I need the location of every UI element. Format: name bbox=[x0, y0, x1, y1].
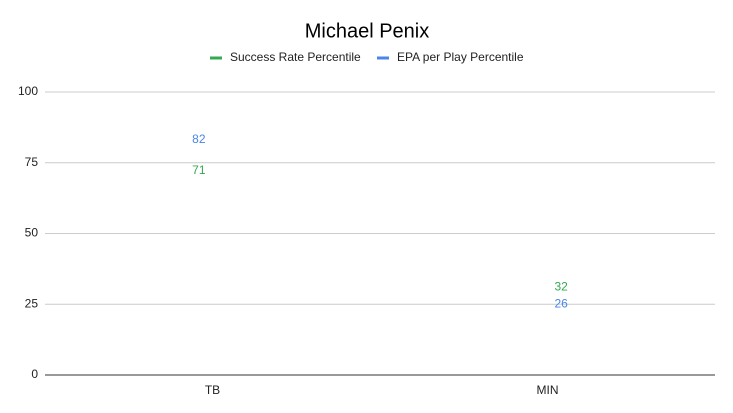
legend-label: Success Rate Percentile bbox=[230, 50, 361, 64]
x-tick-label: MIN bbox=[537, 383, 559, 397]
data-label: 71 bbox=[192, 163, 206, 177]
y-tick-label: 75 bbox=[25, 155, 39, 169]
x-tick-label: TB bbox=[205, 383, 220, 397]
data-label: 26 bbox=[555, 297, 569, 311]
y-tick-label: 100 bbox=[18, 84, 38, 98]
legend-label: EPA per Play Percentile bbox=[397, 50, 524, 64]
data-label: 82 bbox=[192, 132, 206, 146]
y-tick-label: 50 bbox=[25, 226, 39, 240]
y-tick-label: 0 bbox=[31, 367, 38, 381]
chart-title: Michael Penix bbox=[305, 20, 430, 42]
y-tick-label: 25 bbox=[25, 296, 39, 310]
data-label: 32 bbox=[555, 280, 569, 294]
